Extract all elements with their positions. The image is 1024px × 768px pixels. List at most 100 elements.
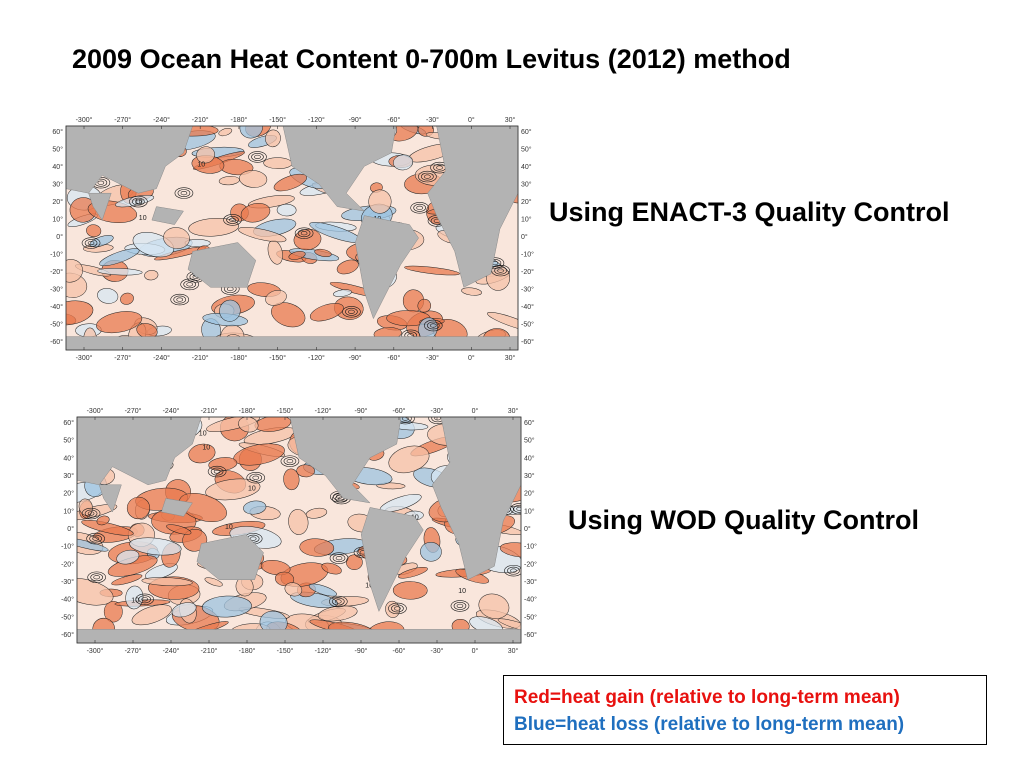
lat-tick-label-right: 0° [524, 525, 531, 533]
lon-tick-label-top: -180° [230, 116, 247, 124]
lon-tick-label-top: -120° [308, 116, 325, 124]
lat-tick-label-left: 30° [52, 181, 63, 189]
lon-tick-label-top: -270° [114, 116, 131, 124]
lat-tick-label-right: 50° [524, 437, 535, 445]
legend-box: Red=heat gain (relative to long-term mea… [503, 675, 987, 745]
lat-tick-label-left: 0° [67, 525, 74, 533]
lon-tick-label-bottom: -180° [239, 647, 256, 655]
lat-tick-label-right: 40° [524, 454, 535, 462]
map-caption-enact3: Using ENACT-3 Quality Control [549, 197, 950, 227]
svg-text:10: 10 [248, 486, 256, 493]
lon-tick-label-top: -150° [269, 116, 286, 124]
lon-tick-label-bottom: -150° [277, 647, 294, 655]
lon-tick-label-bottom: -180° [230, 354, 247, 362]
lat-tick-label-left: 60° [52, 128, 63, 136]
lat-tick-label-right: 20° [524, 490, 535, 498]
lon-tick-label-bottom: -270° [125, 647, 142, 655]
lat-tick-label-right: -20° [524, 560, 537, 568]
lon-tick-label-bottom: -30° [426, 354, 439, 362]
lon-tick-label-top: -210° [192, 116, 209, 124]
lat-tick-label-right: 50° [521, 146, 532, 154]
lon-tick-label-bottom: -240° [163, 647, 180, 655]
lat-tick-label-right: 40° [521, 163, 532, 171]
lon-tick-label-top: -120° [315, 407, 332, 415]
lon-tick-label-bottom: 30° [508, 647, 519, 655]
lon-tick-label-bottom: 0° [468, 354, 475, 362]
lon-tick-label-top: -240° [153, 116, 170, 124]
lat-tick-label-right: 30° [521, 181, 532, 189]
legend-heat-loss: Blue=heat loss (relative to long-term me… [514, 714, 905, 735]
lat-tick-label-left: 30° [63, 472, 74, 480]
lat-tick-label-left: 10° [63, 507, 74, 515]
lon-tick-label-bottom: -90° [349, 354, 362, 362]
svg-text:10: 10 [135, 199, 143, 206]
lat-tick-label-left: -30° [61, 578, 74, 586]
lat-tick-label-left: -60° [50, 338, 63, 346]
lon-tick-label-top: -30° [426, 116, 439, 124]
lon-tick-label-top: -60° [387, 116, 400, 124]
lat-tick-label-left: -40° [61, 596, 74, 604]
lat-tick-label-left: -30° [50, 286, 63, 294]
lat-tick-label-left: 20° [52, 198, 63, 206]
svg-text:10: 10 [139, 215, 147, 222]
lon-tick-label-bottom: -150° [269, 354, 286, 362]
lon-tick-label-bottom: -300° [76, 354, 93, 362]
lat-tick-label-right: 30° [524, 472, 535, 480]
lat-tick-label-left: -10° [61, 543, 74, 551]
lat-tick-label-right: -10° [521, 251, 534, 259]
lon-tick-label-bottom: -210° [201, 647, 218, 655]
lon-tick-label-bottom: -90° [355, 647, 368, 655]
lat-tick-label-right: 60° [524, 419, 535, 427]
lat-tick-label-left: 50° [63, 437, 74, 445]
lat-tick-label-right: 10° [524, 507, 535, 515]
lon-tick-label-top: -240° [163, 407, 180, 415]
lat-tick-label-right: -30° [524, 578, 537, 586]
lon-tick-label-top: -270° [125, 407, 142, 415]
lat-tick-label-left: 20° [63, 490, 74, 498]
lat-tick-label-right: -30° [521, 286, 534, 294]
lon-tick-label-bottom: -30° [431, 647, 444, 655]
legend-heat-gain: Red=heat gain (relative to long-term mea… [514, 687, 900, 708]
lon-tick-label-bottom: -270° [114, 354, 131, 362]
lat-tick-label-left: -60° [61, 631, 74, 639]
lat-tick-label-left: 60° [63, 419, 74, 427]
lon-tick-label-top: 30° [505, 116, 516, 124]
svg-text:10: 10 [202, 445, 210, 452]
slide-title: 2009 Ocean Heat Content 0-700m Levitus (… [72, 44, 791, 74]
lat-tick-label-left: 40° [52, 163, 63, 171]
svg-text:10: 10 [225, 524, 233, 531]
lat-tick-label-left: -10° [50, 251, 63, 259]
lat-tick-label-right: -50° [521, 321, 534, 329]
lon-tick-label-bottom: 30° [505, 354, 516, 362]
lat-tick-label-left: -20° [61, 560, 74, 568]
lon-tick-label-top: 30° [508, 407, 519, 415]
lat-tick-label-left: -50° [50, 321, 63, 329]
lat-tick-label-left: 0° [56, 233, 63, 241]
svg-text:10: 10 [131, 597, 139, 604]
lon-tick-label-top: 0° [472, 407, 479, 415]
lon-tick-label-top: -60° [393, 407, 406, 415]
lat-tick-label-left: -50° [61, 613, 74, 621]
lat-tick-label-left: -40° [50, 303, 63, 311]
ohc-map-enact3: 1010101010101010101010101010-300°-300°-2… [44, 112, 540, 364]
lon-tick-label-top: -180° [239, 407, 256, 415]
lat-tick-label-right: 0° [521, 233, 528, 241]
lon-tick-label-bottom: -300° [87, 647, 104, 655]
lon-tick-label-bottom: 0° [472, 647, 479, 655]
svg-text:10: 10 [199, 431, 207, 438]
lat-tick-label-right: -60° [524, 631, 537, 639]
map-caption-wod: Using WOD Quality Control [568, 505, 919, 535]
lat-tick-label-left: 40° [63, 454, 74, 462]
svg-text:10: 10 [365, 583, 373, 590]
lat-tick-label-left: -20° [50, 268, 63, 276]
lat-tick-label-right: -60° [521, 338, 534, 346]
lon-tick-label-top: -90° [349, 116, 362, 124]
lat-tick-label-right: 60° [521, 128, 532, 136]
svg-text:10: 10 [197, 161, 205, 168]
lon-tick-label-bottom: -240° [153, 354, 170, 362]
lon-tick-label-bottom: -210° [192, 354, 209, 362]
lon-tick-label-top: -300° [76, 116, 93, 124]
lon-tick-label-bottom: -120° [315, 647, 332, 655]
lon-tick-label-top: -30° [431, 407, 444, 415]
lon-tick-label-bottom: -120° [308, 354, 325, 362]
